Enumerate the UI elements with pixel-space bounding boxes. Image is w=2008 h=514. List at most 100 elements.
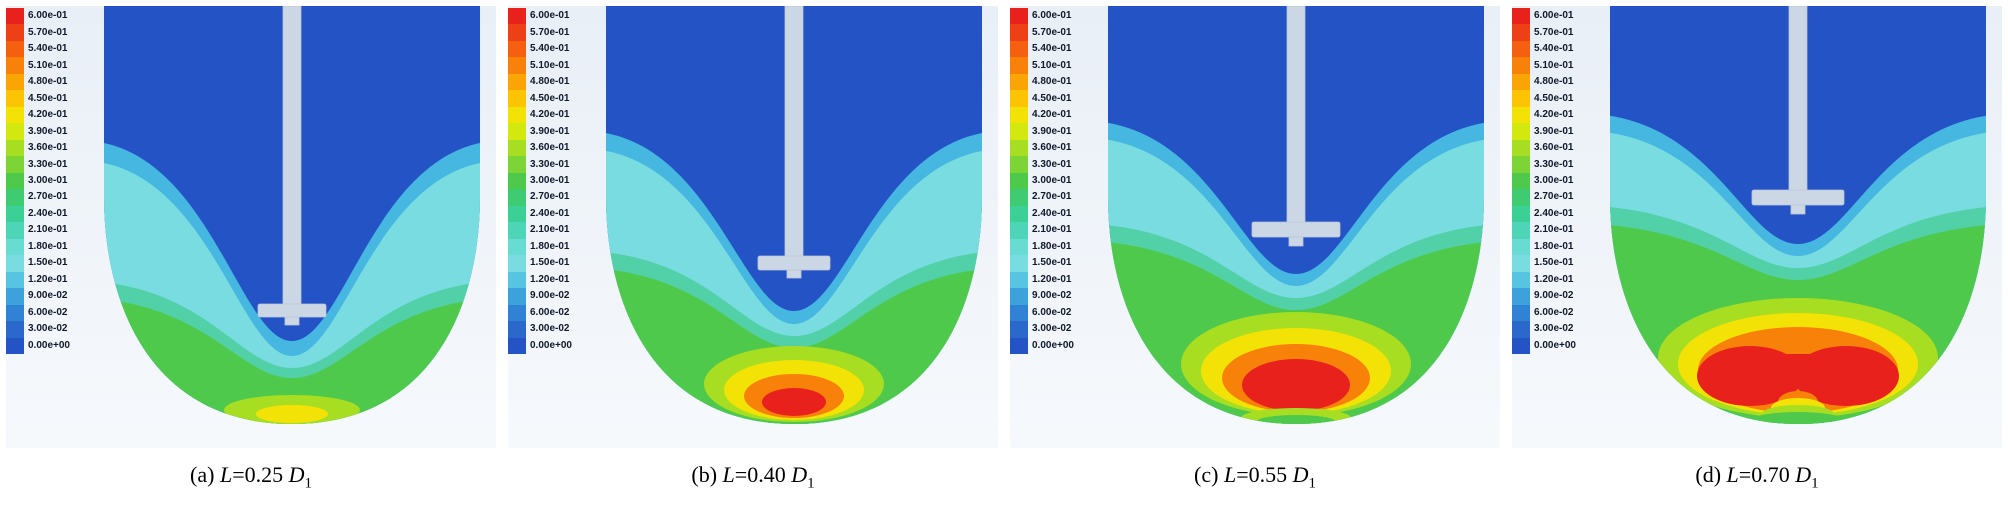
impeller-hub — [1790, 204, 1806, 215]
legend-row: 5.70e-01 — [6, 24, 90, 41]
caption-diameter: D — [288, 462, 305, 487]
legend-row: 3.00e-02 — [6, 321, 90, 338]
legend-tick-label: 5.10e-01 — [1534, 59, 1574, 71]
legend-tick-label: 2.70e-01 — [1032, 191, 1072, 203]
legend-tick-label: 2.10e-01 — [28, 224, 68, 236]
hotspot-a — [224, 395, 360, 424]
legend-color-swatch — [1512, 24, 1530, 41]
impeller-hub — [1288, 236, 1304, 247]
legend-color-swatch — [508, 288, 526, 305]
legend-color-swatch — [508, 321, 526, 338]
legend-color-swatch — [1512, 156, 1530, 173]
legend-tick-label: 5.10e-01 — [530, 59, 570, 71]
legend-row: 1.20e-01 — [1010, 271, 1094, 289]
impeller-blade — [757, 255, 831, 271]
caption-value: =0.55 — [1236, 462, 1288, 487]
colorbar-legend-b: 6.00e-01 5.70e-01 5.40e-01 5.10e-01 4.80e-01… — [508, 8, 592, 354]
legend-row: 1.20e-01 — [1512, 271, 1596, 289]
legend-color-swatch — [1512, 304, 1530, 322]
legend-tick-label: 3.60e-01 — [530, 142, 570, 154]
legend-color-swatch — [1010, 40, 1028, 58]
legend-color-swatch — [1010, 8, 1028, 25]
legend-tick-label: 5.10e-01 — [28, 59, 68, 71]
impeller-blade — [1751, 189, 1845, 206]
caption-diameter-sub: 1 — [304, 475, 312, 492]
legend-row: 2.40e-01 — [1010, 205, 1094, 223]
legend-row: 3.30e-01 — [1010, 156, 1094, 173]
legend-color-swatch — [508, 24, 526, 41]
legend-tick-label: 3.00e-02 — [28, 323, 68, 335]
caption-diameter-sub: 1 — [1308, 475, 1316, 492]
panel-caption-d: (d) L=0.70 D1 — [1695, 462, 1818, 492]
caption-diameter-sub: 1 — [807, 475, 815, 492]
legend-tick-label: 1.80e-01 — [530, 240, 570, 252]
legend-color-swatch — [1512, 73, 1530, 91]
legend-row: 1.80e-01 — [6, 238, 90, 256]
legend-color-swatch — [1010, 271, 1028, 289]
legend-color-swatch — [1512, 8, 1530, 25]
legend-tick-label: 3.30e-01 — [28, 158, 68, 170]
legend-row: 1.80e-01 — [1010, 238, 1094, 256]
legend-color-swatch — [1512, 189, 1530, 206]
legend-tick-label: 4.80e-01 — [28, 76, 68, 88]
legend-row: 2.40e-01 — [508, 205, 592, 223]
legend-tick-label: 1.80e-01 — [1032, 240, 1072, 252]
panel-c: 6.00e-01 5.70e-01 5.40e-01 5.10e-01 4.80e-01… — [1004, 0, 1506, 514]
shaft-impeller-b — [757, 6, 831, 279]
legend-row: 1.50e-01 — [508, 255, 592, 272]
legend-row: 4.50e-01 — [6, 90, 90, 107]
legend-tick-label: 5.70e-01 — [28, 26, 68, 38]
legend-color-swatch — [6, 73, 24, 91]
legend-row: 5.70e-01 — [1512, 24, 1596, 41]
legend-row: 5.70e-01 — [508, 24, 592, 41]
legend-row: 5.10e-01 — [508, 57, 592, 74]
legend-row: 2.10e-01 — [1010, 222, 1094, 239]
legend-color-swatch — [1010, 139, 1028, 157]
legend-row: 4.20e-01 — [1010, 106, 1094, 124]
shaft — [1788, 6, 1808, 193]
shaft-impeller-c — [1251, 6, 1341, 247]
legend-row: 0.00e+00 — [1010, 337, 1094, 354]
legend-color-swatch — [1512, 271, 1530, 289]
legend-row: 6.00e-02 — [508, 304, 592, 322]
legend-tick-label: 4.20e-01 — [28, 109, 68, 121]
legend-tick-label: 4.20e-01 — [1032, 109, 1072, 121]
legend-color-swatch — [1512, 238, 1530, 256]
legend-color-swatch — [6, 106, 24, 124]
legend-color-swatch — [1010, 172, 1028, 190]
legend-row: 3.00e-02 — [1010, 321, 1094, 338]
caption-value: =0.70 — [1738, 462, 1790, 487]
legend-color-swatch — [508, 40, 526, 58]
caption-diameter: D — [791, 462, 808, 487]
legend-tick-label: 1.80e-01 — [28, 240, 68, 252]
legend-tick-label: 4.20e-01 — [530, 109, 570, 121]
legend-color-swatch — [1512, 205, 1530, 223]
legend-tick-label: 5.40e-01 — [28, 43, 68, 55]
legend-tick-label: 6.00e-02 — [530, 306, 570, 318]
legend-tick-label: 3.00e-01 — [530, 174, 570, 186]
legend-row: 0.00e+00 — [508, 337, 592, 354]
legend-color-swatch — [6, 57, 24, 74]
shaft — [282, 6, 302, 307]
legend-row: 3.30e-01 — [6, 156, 90, 173]
legend-row: 2.40e-01 — [6, 205, 90, 223]
legend-color-swatch — [1010, 321, 1028, 338]
caption-symbol: L — [722, 462, 735, 487]
legend-tick-label: 1.20e-01 — [28, 273, 68, 285]
colorbar-legend-c: 6.00e-01 5.70e-01 5.40e-01 5.10e-01 4.80e-01… — [1010, 8, 1094, 354]
legend-color-swatch — [508, 156, 526, 173]
legend-row: 5.40e-01 — [6, 40, 90, 58]
legend-color-swatch — [508, 337, 526, 354]
panel-c-body: 6.00e-01 5.70e-01 5.40e-01 5.10e-01 4.80e-01… — [1010, 6, 1500, 448]
legend-tick-label: 1.20e-01 — [1534, 273, 1574, 285]
legend-color-swatch — [6, 337, 24, 354]
caption-symbol: L — [219, 462, 233, 487]
legend-row: 4.50e-01 — [1010, 90, 1094, 107]
legend-color-swatch — [1010, 156, 1028, 173]
contour-plot-a — [104, 6, 480, 424]
caption-symbol: L — [1726, 462, 1739, 487]
legend-color-swatch — [1010, 222, 1028, 239]
contour-plot-c — [1108, 6, 1484, 424]
legend-color-swatch — [6, 156, 24, 173]
